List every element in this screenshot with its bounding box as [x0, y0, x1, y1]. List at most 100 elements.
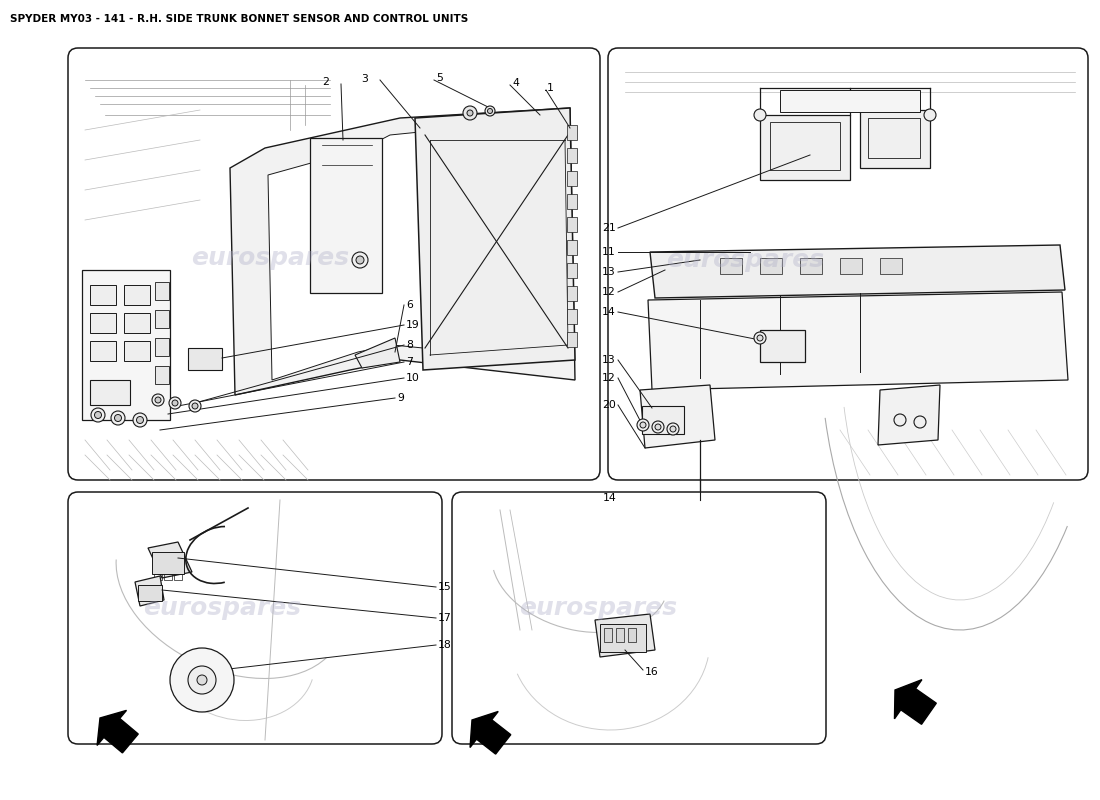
- Text: eurospares: eurospares: [666, 248, 824, 272]
- Bar: [310, 138, 382, 293]
- Text: 20: 20: [602, 400, 616, 410]
- Bar: [880, 258, 902, 274]
- Bar: [124, 313, 150, 333]
- Bar: [760, 258, 782, 274]
- Text: 12: 12: [603, 287, 616, 297]
- Text: SPYDER MY03 - 141 - R.H. SIDE TRUNK BONNET SENSOR AND CONTROL UNITS: SPYDER MY03 - 141 - R.H. SIDE TRUNK BONN…: [10, 14, 469, 24]
- Bar: [760, 115, 850, 180]
- Polygon shape: [894, 680, 936, 724]
- Circle shape: [485, 106, 495, 116]
- Bar: [760, 330, 805, 362]
- Bar: [868, 118, 920, 158]
- Polygon shape: [355, 338, 400, 368]
- Text: 2: 2: [322, 77, 329, 87]
- Polygon shape: [650, 245, 1065, 298]
- Text: 3: 3: [361, 74, 368, 84]
- Circle shape: [170, 648, 234, 712]
- Circle shape: [487, 109, 493, 114]
- Bar: [566, 217, 578, 232]
- Circle shape: [894, 414, 906, 426]
- Bar: [90, 285, 116, 305]
- Text: 10: 10: [406, 373, 420, 383]
- Circle shape: [197, 675, 207, 685]
- Polygon shape: [470, 711, 510, 754]
- Circle shape: [667, 423, 679, 435]
- Bar: [840, 258, 862, 274]
- Bar: [566, 148, 578, 163]
- Circle shape: [352, 252, 368, 268]
- Text: 11: 11: [603, 247, 616, 257]
- Bar: [138, 585, 162, 601]
- Circle shape: [111, 411, 125, 425]
- Circle shape: [95, 411, 101, 418]
- Text: 19: 19: [406, 320, 420, 330]
- Circle shape: [114, 414, 121, 422]
- Bar: [188, 348, 222, 370]
- Bar: [164, 574, 172, 580]
- Bar: [770, 122, 840, 170]
- Circle shape: [463, 106, 477, 120]
- Text: 21: 21: [603, 223, 616, 233]
- Polygon shape: [268, 120, 543, 380]
- Bar: [616, 628, 624, 642]
- Bar: [566, 332, 578, 347]
- Text: 4: 4: [512, 78, 519, 88]
- Bar: [155, 338, 169, 356]
- Text: 17: 17: [438, 613, 452, 623]
- Bar: [174, 574, 182, 580]
- Circle shape: [754, 332, 766, 344]
- Polygon shape: [878, 385, 940, 445]
- Text: 16: 16: [645, 667, 659, 677]
- Text: eurospares: eurospares: [191, 246, 349, 270]
- Bar: [566, 286, 578, 301]
- Circle shape: [192, 403, 198, 409]
- Circle shape: [754, 109, 766, 121]
- Circle shape: [91, 408, 104, 422]
- Text: 15: 15: [438, 582, 452, 592]
- Circle shape: [914, 416, 926, 428]
- Bar: [155, 310, 169, 328]
- Polygon shape: [595, 614, 654, 657]
- Text: 9: 9: [397, 393, 404, 403]
- Circle shape: [757, 335, 763, 341]
- Bar: [155, 282, 169, 300]
- Bar: [600, 624, 646, 652]
- Bar: [566, 171, 578, 186]
- Polygon shape: [640, 385, 715, 448]
- Bar: [124, 341, 150, 361]
- Text: 12: 12: [603, 373, 616, 383]
- Text: 13: 13: [603, 267, 616, 277]
- Bar: [152, 552, 184, 574]
- Polygon shape: [648, 292, 1068, 390]
- Text: 18: 18: [438, 640, 452, 650]
- Circle shape: [637, 419, 649, 431]
- Circle shape: [652, 421, 664, 433]
- Circle shape: [152, 394, 164, 406]
- Text: 7: 7: [406, 357, 412, 367]
- Bar: [90, 313, 116, 333]
- Bar: [154, 574, 162, 580]
- Text: 6: 6: [406, 300, 412, 310]
- Polygon shape: [230, 108, 575, 395]
- Circle shape: [133, 413, 147, 427]
- Bar: [90, 341, 116, 361]
- Bar: [642, 406, 684, 434]
- Text: 14: 14: [603, 307, 616, 317]
- Text: 5: 5: [436, 73, 443, 83]
- Text: 13: 13: [603, 355, 616, 365]
- Bar: [860, 110, 930, 168]
- Circle shape: [640, 422, 646, 428]
- Polygon shape: [135, 576, 164, 606]
- Circle shape: [654, 424, 661, 430]
- Bar: [155, 366, 169, 384]
- Circle shape: [356, 256, 364, 264]
- Bar: [604, 628, 612, 642]
- Circle shape: [189, 400, 201, 412]
- Polygon shape: [82, 270, 170, 420]
- Bar: [566, 240, 578, 255]
- Bar: [90, 380, 130, 405]
- Circle shape: [136, 417, 143, 423]
- Circle shape: [188, 666, 216, 694]
- Text: 14: 14: [603, 493, 617, 503]
- Text: eurospares: eurospares: [143, 596, 301, 620]
